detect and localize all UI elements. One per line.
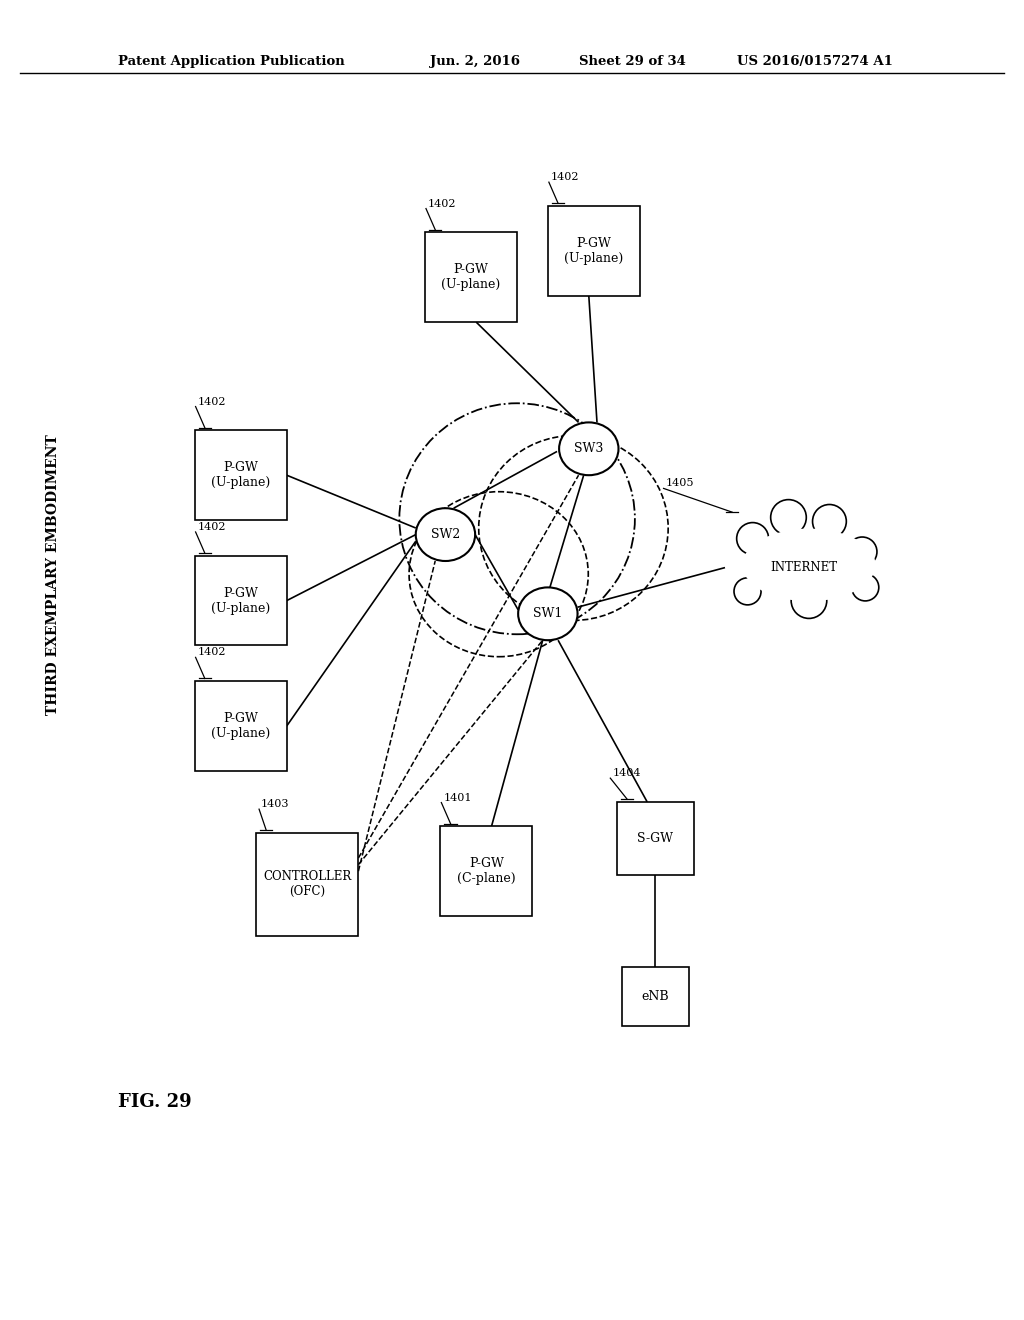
Text: Patent Application Publication: Patent Application Publication <box>118 55 344 69</box>
FancyBboxPatch shape <box>195 430 287 520</box>
Ellipse shape <box>559 422 618 475</box>
Text: 1402: 1402 <box>198 396 226 407</box>
Text: SW1: SW1 <box>534 607 562 620</box>
Text: CONTROLLER
(OFC): CONTROLLER (OFC) <box>263 870 351 899</box>
Text: FIG. 29: FIG. 29 <box>118 1093 191 1111</box>
Text: 1402: 1402 <box>198 647 226 657</box>
Text: SW2: SW2 <box>431 528 460 541</box>
Text: Sheet 29 of 34: Sheet 29 of 34 <box>579 55 685 69</box>
Ellipse shape <box>813 504 846 539</box>
Text: 1403: 1403 <box>261 799 290 809</box>
Text: P-GW
(U-plane): P-GW (U-plane) <box>441 263 501 292</box>
FancyBboxPatch shape <box>623 966 689 1027</box>
Ellipse shape <box>518 587 578 640</box>
Text: 1404: 1404 <box>612 768 641 777</box>
Text: P-GW
(U-plane): P-GW (U-plane) <box>211 461 270 490</box>
Text: P-GW
(U-plane): P-GW (U-plane) <box>564 236 624 265</box>
Text: eNB: eNB <box>642 990 669 1003</box>
FancyBboxPatch shape <box>256 833 358 936</box>
Text: S-GW: S-GW <box>637 832 674 845</box>
FancyBboxPatch shape <box>195 556 287 645</box>
Ellipse shape <box>792 583 826 618</box>
Ellipse shape <box>736 523 769 554</box>
Text: 1401: 1401 <box>443 792 472 803</box>
FancyBboxPatch shape <box>425 232 517 322</box>
FancyBboxPatch shape <box>548 206 640 296</box>
Text: P-GW
(U-plane): P-GW (U-plane) <box>211 586 270 615</box>
Text: SW3: SW3 <box>574 442 603 455</box>
Text: US 2016/0157274 A1: US 2016/0157274 A1 <box>737 55 893 69</box>
Text: 1402: 1402 <box>551 172 580 182</box>
Ellipse shape <box>771 500 806 535</box>
Text: Jun. 2, 2016: Jun. 2, 2016 <box>430 55 520 69</box>
Text: 1405: 1405 <box>666 478 694 488</box>
Text: THIRD EXEMPLARY EMBODIMENT: THIRD EXEMPLARY EMBODIMENT <box>46 434 60 714</box>
Ellipse shape <box>734 578 761 605</box>
Ellipse shape <box>848 537 877 566</box>
Ellipse shape <box>742 528 876 602</box>
Text: P-GW
(U-plane): P-GW (U-plane) <box>211 711 270 741</box>
FancyBboxPatch shape <box>440 826 532 916</box>
Text: INTERNET: INTERNET <box>770 561 838 574</box>
Ellipse shape <box>729 515 889 607</box>
Text: 1402: 1402 <box>198 521 226 532</box>
FancyBboxPatch shape <box>616 803 694 875</box>
Ellipse shape <box>416 508 475 561</box>
Text: 1402: 1402 <box>428 198 457 209</box>
Text: P-GW
(C-plane): P-GW (C-plane) <box>457 857 516 886</box>
Ellipse shape <box>852 574 879 601</box>
FancyBboxPatch shape <box>195 681 287 771</box>
